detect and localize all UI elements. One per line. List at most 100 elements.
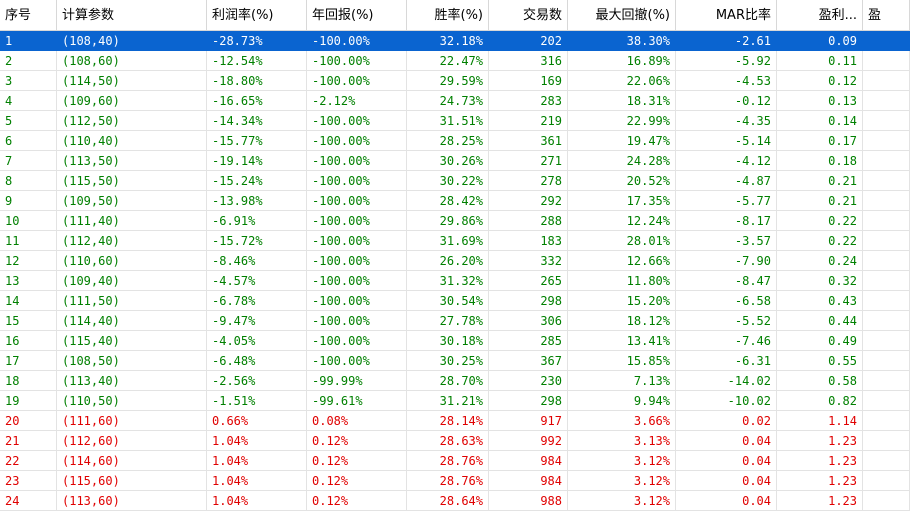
table-cell[interactable]: -100.00%: [307, 111, 407, 131]
table-cell[interactable]: [863, 491, 910, 511]
table-cell[interactable]: 169: [489, 71, 568, 91]
table-cell[interactable]: (114,40): [57, 311, 207, 331]
table-cell[interactable]: -7.90: [676, 251, 777, 271]
table-cell[interactable]: 28.42%: [407, 191, 489, 211]
table-cell[interactable]: 5: [0, 111, 57, 131]
table-cell[interactable]: 16.89%: [568, 51, 676, 71]
table-cell[interactable]: -7.46: [676, 331, 777, 351]
table-cell[interactable]: 30.26%: [407, 151, 489, 171]
column-header[interactable]: 最大回撤(%): [568, 0, 676, 31]
table-cell[interactable]: (109,40): [57, 271, 207, 291]
table-cell[interactable]: (112,50): [57, 111, 207, 131]
table-cell[interactable]: (115,60): [57, 471, 207, 491]
table-cell[interactable]: -2.12%: [307, 91, 407, 111]
table-cell[interactable]: 28.14%: [407, 411, 489, 431]
table-cell[interactable]: -100.00%: [307, 151, 407, 171]
table-cell[interactable]: (112,40): [57, 231, 207, 251]
table-cell[interactable]: 0.12%: [307, 451, 407, 471]
table-cell[interactable]: 0.12: [777, 71, 863, 91]
table-cell[interactable]: (113,50): [57, 151, 207, 171]
table-cell[interactable]: 1.04%: [207, 431, 307, 451]
table-cell[interactable]: 17.35%: [568, 191, 676, 211]
table-cell[interactable]: -6.78%: [207, 291, 307, 311]
table-cell[interactable]: 15.20%: [568, 291, 676, 311]
table-cell[interactable]: 31.32%: [407, 271, 489, 291]
table-cell[interactable]: 0.08%: [307, 411, 407, 431]
table-cell[interactable]: 22.99%: [568, 111, 676, 131]
table-cell[interactable]: 984: [489, 451, 568, 471]
table-cell[interactable]: 30.25%: [407, 351, 489, 371]
column-header[interactable]: 年回报(%): [307, 0, 407, 31]
column-header[interactable]: 胜率(%): [407, 0, 489, 31]
table-cell[interactable]: 0.32: [777, 271, 863, 291]
table-cell[interactable]: 9.94%: [568, 391, 676, 411]
table-cell[interactable]: (108,40): [57, 31, 207, 51]
table-cell[interactable]: (110,50): [57, 391, 207, 411]
table-cell[interactable]: 17: [0, 351, 57, 371]
table-cell[interactable]: 1.23: [777, 491, 863, 511]
table-cell[interactable]: 292: [489, 191, 568, 211]
table-cell[interactable]: -12.54%: [207, 51, 307, 71]
table-cell[interactable]: [863, 291, 910, 311]
table-cell[interactable]: -100.00%: [307, 311, 407, 331]
table-cell[interactable]: 13.41%: [568, 331, 676, 351]
table-cell[interactable]: 3.12%: [568, 451, 676, 471]
table-cell[interactable]: 12.24%: [568, 211, 676, 231]
table-cell[interactable]: 0.22: [777, 231, 863, 251]
table-cell[interactable]: 18.12%: [568, 311, 676, 331]
table-cell[interactable]: (113,40): [57, 371, 207, 391]
table-cell[interactable]: [863, 271, 910, 291]
table-cell[interactable]: [863, 351, 910, 371]
table-cell[interactable]: 984: [489, 471, 568, 491]
table-cell[interactable]: 3.66%: [568, 411, 676, 431]
table-cell[interactable]: 26.20%: [407, 251, 489, 271]
table-cell[interactable]: -13.98%: [207, 191, 307, 211]
column-header[interactable]: 计算参数: [57, 0, 207, 31]
table-cell[interactable]: [863, 311, 910, 331]
table-cell[interactable]: 24.28%: [568, 151, 676, 171]
table-cell[interactable]: 283: [489, 91, 568, 111]
table-cell[interactable]: -2.61: [676, 31, 777, 51]
table-cell[interactable]: 20.52%: [568, 171, 676, 191]
table-cell[interactable]: -6.91%: [207, 211, 307, 231]
table-cell[interactable]: 0.02: [676, 411, 777, 431]
column-header[interactable]: 盈利...: [777, 0, 863, 31]
table-cell[interactable]: 7.13%: [568, 371, 676, 391]
table-cell[interactable]: 1.23: [777, 471, 863, 491]
table-cell[interactable]: -5.77: [676, 191, 777, 211]
table-cell[interactable]: 298: [489, 391, 568, 411]
table-cell[interactable]: 0.04: [676, 471, 777, 491]
table-cell[interactable]: -5.92: [676, 51, 777, 71]
table-cell[interactable]: 19: [0, 391, 57, 411]
table-cell[interactable]: -0.12: [676, 91, 777, 111]
table-cell[interactable]: -19.14%: [207, 151, 307, 171]
table-cell[interactable]: -5.14: [676, 131, 777, 151]
table-cell[interactable]: (111,40): [57, 211, 207, 231]
table-cell[interactable]: [863, 111, 910, 131]
table-cell[interactable]: [863, 391, 910, 411]
table-cell[interactable]: 31.51%: [407, 111, 489, 131]
table-cell[interactable]: (110,60): [57, 251, 207, 271]
table-cell[interactable]: (115,40): [57, 331, 207, 351]
table-cell[interactable]: (114,50): [57, 71, 207, 91]
table-cell[interactable]: 219: [489, 111, 568, 131]
table-cell[interactable]: 19.47%: [568, 131, 676, 151]
column-header[interactable]: 序号: [0, 0, 57, 31]
table-cell[interactable]: 0.43: [777, 291, 863, 311]
table-cell[interactable]: 22: [0, 451, 57, 471]
table-cell[interactable]: 24.73%: [407, 91, 489, 111]
table-cell[interactable]: 7: [0, 151, 57, 171]
column-header[interactable]: MAR比率: [676, 0, 777, 31]
table-cell[interactable]: 11.80%: [568, 271, 676, 291]
table-cell[interactable]: -4.87: [676, 171, 777, 191]
table-cell[interactable]: 1.14: [777, 411, 863, 431]
table-cell[interactable]: -99.99%: [307, 371, 407, 391]
table-cell[interactable]: [863, 371, 910, 391]
table-cell[interactable]: 22.06%: [568, 71, 676, 91]
table-cell[interactable]: -100.00%: [307, 71, 407, 91]
table-cell[interactable]: -100.00%: [307, 171, 407, 191]
table-cell[interactable]: -99.61%: [307, 391, 407, 411]
table-cell[interactable]: -100.00%: [307, 51, 407, 71]
table-cell[interactable]: 285: [489, 331, 568, 351]
table-cell[interactable]: 306: [489, 311, 568, 331]
